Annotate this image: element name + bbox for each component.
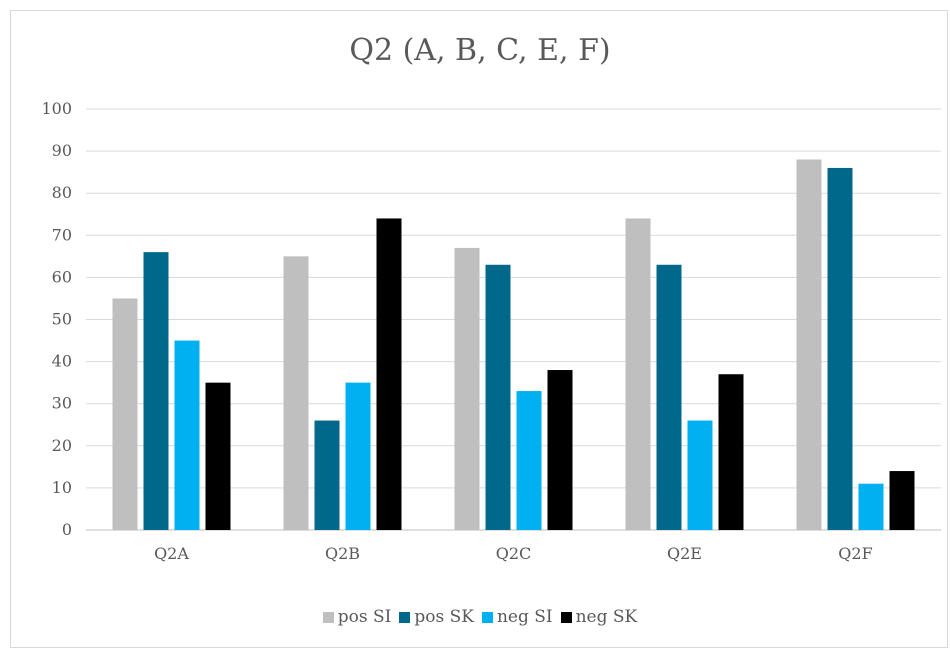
bar-pos-si-q2a bbox=[112, 298, 138, 530]
plot-area: 0 10 20 30 40 50 60 70 80 90 100 Q2A Q2B Q2C Q2E Q2F bbox=[41, 99, 941, 563]
legend-label: pos SK bbox=[414, 607, 474, 627]
legend-swatch bbox=[322, 611, 334, 623]
bar-neg-sk-q2b bbox=[376, 218, 402, 530]
x-tick-label: Q2B bbox=[325, 544, 360, 563]
x-tick-label: Q2C bbox=[496, 544, 532, 563]
bar-pos-si-q2c bbox=[454, 247, 480, 530]
bar-neg-sk-q2f bbox=[889, 471, 915, 530]
legend-label: neg SK bbox=[575, 607, 638, 627]
x-tick-label: Q2A bbox=[154, 544, 189, 563]
y-tick-label: 40 bbox=[52, 352, 72, 371]
bar-neg-si-q2c bbox=[516, 391, 542, 530]
y-tick-label: 70 bbox=[52, 225, 72, 244]
x-tick-label: Q2F bbox=[838, 544, 872, 563]
chart-frame: Q2 (A, B, C, E, F) 0 10 20 30 40 50 60 70 80 90 10… bbox=[10, 10, 948, 648]
bar-neg-sk-q2c bbox=[547, 370, 573, 530]
bar-pos-sk-q2e bbox=[656, 264, 682, 530]
y-tick-label: 30 bbox=[52, 394, 72, 413]
legend-swatch bbox=[481, 611, 493, 623]
x-tick-label: Q2E bbox=[667, 544, 702, 563]
bar-neg-sk-q2a bbox=[205, 382, 231, 530]
y-tick-label: 20 bbox=[52, 436, 72, 455]
legend-item: neg SK bbox=[560, 607, 638, 627]
legend-item: pos SK bbox=[399, 607, 474, 627]
chart-title: Q2 (A, B, C, E, F) bbox=[349, 33, 611, 68]
bar-neg-si-q2a bbox=[174, 340, 200, 530]
bar-pos-sk-q2c bbox=[485, 264, 511, 530]
legend-swatch bbox=[560, 611, 572, 623]
legend-item: neg SI bbox=[481, 607, 553, 627]
y-tick-label: 0 bbox=[62, 520, 72, 539]
bar-neg-sk-q2e bbox=[718, 374, 744, 530]
y-tick-label: 100 bbox=[41, 99, 72, 118]
legend-label: neg SI bbox=[496, 607, 553, 627]
bar-pos-si-q2f bbox=[796, 159, 822, 530]
bar-neg-si-q2f bbox=[858, 483, 884, 530]
legend: pos SI pos SK neg SI neg SK bbox=[11, 607, 949, 627]
y-tick-label: 80 bbox=[52, 183, 72, 202]
y-tick-label: 50 bbox=[52, 310, 72, 329]
y-tick-label: 60 bbox=[52, 267, 72, 286]
legend-label: pos SI bbox=[337, 607, 392, 627]
bar-neg-si-q2b bbox=[345, 382, 371, 530]
bar-pos-sk-q2f bbox=[827, 167, 853, 530]
bar-pos-si-q2e bbox=[625, 218, 651, 530]
y-tick-label: 10 bbox=[52, 478, 72, 497]
y-tick-label: 90 bbox=[52, 141, 72, 160]
bar-pos-si-q2b bbox=[283, 256, 309, 530]
legend-swatch bbox=[399, 611, 411, 623]
bar-pos-sk-q2a bbox=[143, 252, 169, 530]
legend-item: pos SI bbox=[322, 607, 392, 627]
bar-pos-sk-q2b bbox=[314, 420, 340, 530]
bar-neg-si-q2e bbox=[687, 420, 713, 530]
